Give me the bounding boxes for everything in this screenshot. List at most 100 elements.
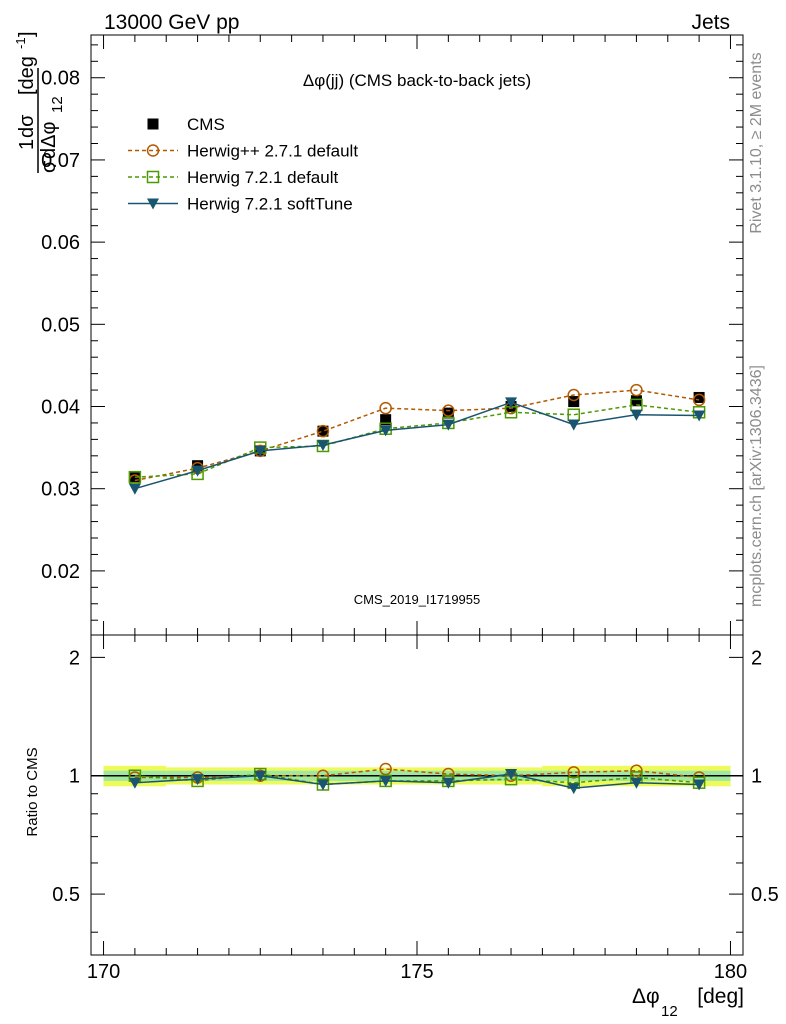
series-0-point <box>317 425 329 437</box>
ratio-tick-label-right: 1 <box>751 766 762 788</box>
header-left: 13000 GeV pp <box>104 11 239 34</box>
series-1-point <box>630 383 643 397</box>
y-tick-label: 0.06 <box>41 232 80 254</box>
series-1-ratio-point <box>379 762 392 776</box>
ylabel-exponent: -1 <box>13 37 28 49</box>
xlabel-unit: [deg] <box>697 985 744 1008</box>
ratio-series-group <box>128 762 706 795</box>
series-3-point <box>191 465 204 477</box>
analysis-id: CMS_2019_I1719955 <box>354 592 481 607</box>
series-1-point <box>442 404 455 417</box>
ylabel-one: 1 <box>16 139 38 150</box>
legend-label: Herwig 7.2.1 softTune <box>187 195 353 214</box>
series-3-ratio-point <box>505 769 518 781</box>
series-1-point <box>692 393 706 407</box>
y-axis-label: 1 dσ σ dΔφ 12 [deg -1 ] <box>13 31 66 173</box>
series-3-ratio-point <box>128 777 141 789</box>
y-tick-label: 0.04 <box>41 397 80 419</box>
x-tick-label: 175 <box>400 961 433 983</box>
series-0-point <box>568 396 580 408</box>
ratio-tick-label: 0.5 <box>52 884 80 906</box>
series-3-line <box>134 401 700 490</box>
series-0-point <box>380 414 392 426</box>
x-tick-label: 170 <box>87 961 120 983</box>
legend-marker <box>146 144 160 157</box>
legend-marker <box>147 118 159 130</box>
x-axis-label: Δφ 12 [deg] <box>632 985 744 1020</box>
ratio-y-axis-label: Ratio to CMS <box>24 747 41 836</box>
series-0 <box>129 391 705 484</box>
legend: CMS Herwig++ 2.7.1 default Herwig 7.2.1 de… <box>128 115 358 214</box>
xlabel-subscript: 12 <box>661 1003 678 1020</box>
series-3-point <box>693 410 706 422</box>
series-3-ratio-point <box>379 775 392 787</box>
series-3-ratio-point <box>693 779 706 791</box>
series-3-ratio <box>128 769 706 795</box>
series-3 <box>128 397 706 495</box>
series-2-point <box>128 470 142 484</box>
legend-label: Herwig 7.2.1 default <box>187 168 338 187</box>
series-3-ratio-line <box>134 773 700 789</box>
series-3-ratio-point <box>191 774 204 786</box>
ylabel-close: ] <box>16 31 38 37</box>
x-tick-label: 180 <box>714 961 747 983</box>
series-3-point <box>442 419 455 431</box>
y-tick-label: 0.07 <box>41 150 80 172</box>
series-2-line <box>134 404 700 478</box>
ylabel-ddphi: dΔφ <box>38 122 60 159</box>
axis-ticks <box>91 35 743 955</box>
series-3-ratio-point <box>442 777 455 789</box>
legend-marker <box>147 198 159 210</box>
y-tick-label: 0.02 <box>41 561 80 583</box>
series-1-point <box>567 388 580 402</box>
series-3-point <box>128 483 141 495</box>
ylabel-subscript: 12 <box>49 96 66 113</box>
ratio-tick-label-right: 2 <box>751 647 762 669</box>
series-3-point <box>379 425 392 437</box>
series-3-point <box>630 409 643 421</box>
ratio-tick-label: 1 <box>69 766 80 788</box>
series-1-ratio-point <box>630 764 643 777</box>
series-3-point <box>254 445 267 457</box>
legend-item: Herwig++ 2.7.1 default <box>128 142 358 161</box>
series-1-ratio-line <box>134 768 700 779</box>
series-1-line <box>134 389 700 482</box>
ratio-plot-frame <box>90 634 744 956</box>
legend-item: Herwig 7.2.1 default <box>128 168 338 187</box>
series-1-point <box>316 424 330 438</box>
series-group <box>128 383 706 495</box>
y-tick-label: 0.05 <box>41 314 80 336</box>
chart-title: Δφ(jj) (CMS back-to-back jets) <box>303 71 531 90</box>
series-0-point <box>630 395 642 407</box>
ylabel-sigma: σ <box>38 160 60 173</box>
legend-label: Herwig++ 2.7.1 default <box>187 142 358 161</box>
legend-label: CMS <box>187 115 225 134</box>
series-3-point <box>567 419 580 431</box>
series-0-point <box>442 407 454 419</box>
ylabel-unit: [deg <box>16 56 38 95</box>
rivet-version-label: Rivet 3.1.10, ≥ 2M events <box>748 52 765 233</box>
xlabel-main: Δφ <box>632 985 660 1008</box>
series-1 <box>128 383 706 487</box>
y-tick-label: 0.08 <box>41 68 80 90</box>
ratio-tick-label-right: 0.5 <box>751 884 779 906</box>
legend-item: Herwig 7.2.1 softTune <box>128 195 353 214</box>
series-0-point <box>129 472 141 484</box>
series-1-point <box>379 401 392 415</box>
series-0-point <box>693 391 705 403</box>
series-3-ratio-point <box>254 770 267 782</box>
ratio-tick-label: 2 <box>69 647 80 669</box>
header-right: Jets <box>691 11 730 34</box>
y-tick-label: 0.03 <box>41 479 80 501</box>
series-3-point <box>505 397 518 409</box>
ylabel-dsigma: dσ <box>16 114 38 138</box>
series-2 <box>128 398 706 484</box>
series-3-ratio-point <box>630 777 643 789</box>
tick-labels: 170 175 180 0.02 0.03 0.04 0.05 0.06 0.07 0.08 0.5… <box>41 68 779 983</box>
legend-marker <box>146 170 160 184</box>
series-3-point <box>316 440 329 452</box>
legend-item: CMS <box>147 115 225 134</box>
series-3-ratio-point <box>567 783 580 795</box>
series-3-ratio-point <box>316 779 329 791</box>
